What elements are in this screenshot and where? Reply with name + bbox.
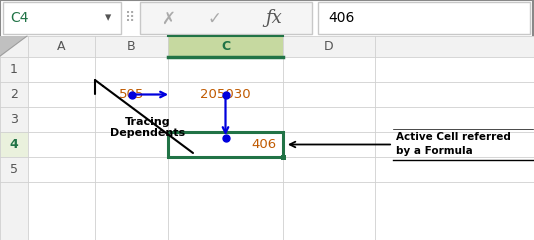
Text: Tracing
Dependents: Tracing Dependents — [111, 117, 185, 138]
Text: ▾: ▾ — [105, 12, 111, 24]
Text: ƒx: ƒx — [265, 9, 282, 27]
Text: B: B — [127, 40, 136, 53]
FancyBboxPatch shape — [0, 157, 28, 182]
Polygon shape — [0, 36, 28, 57]
FancyBboxPatch shape — [375, 36, 534, 57]
FancyBboxPatch shape — [0, 107, 28, 132]
Text: A: A — [57, 40, 66, 53]
Text: D: D — [324, 40, 334, 53]
FancyBboxPatch shape — [283, 36, 375, 57]
FancyBboxPatch shape — [0, 36, 28, 57]
Text: 205030: 205030 — [200, 88, 251, 101]
Text: ✗: ✗ — [161, 10, 175, 28]
FancyBboxPatch shape — [318, 2, 530, 34]
Text: 1: 1 — [10, 63, 18, 76]
FancyBboxPatch shape — [3, 2, 121, 34]
FancyBboxPatch shape — [0, 82, 28, 107]
Text: C4: C4 — [10, 11, 28, 25]
Text: by a Formula: by a Formula — [396, 146, 473, 156]
Text: C: C — [221, 40, 230, 53]
Text: ⠿: ⠿ — [125, 11, 135, 25]
FancyBboxPatch shape — [0, 182, 28, 240]
Text: 505: 505 — [119, 88, 144, 101]
Text: 406: 406 — [328, 11, 355, 25]
Text: 2: 2 — [10, 88, 18, 101]
Text: ✓: ✓ — [207, 10, 221, 28]
FancyBboxPatch shape — [0, 132, 28, 157]
Text: 4: 4 — [10, 138, 18, 151]
FancyBboxPatch shape — [168, 36, 283, 57]
FancyBboxPatch shape — [95, 36, 168, 57]
FancyBboxPatch shape — [28, 36, 95, 57]
Text: 5: 5 — [10, 163, 18, 176]
Text: Active Cell referred: Active Cell referred — [396, 132, 511, 143]
FancyBboxPatch shape — [0, 57, 28, 82]
Text: 3: 3 — [10, 113, 18, 126]
FancyBboxPatch shape — [140, 2, 312, 34]
FancyBboxPatch shape — [281, 155, 286, 160]
FancyBboxPatch shape — [0, 36, 534, 240]
Text: 406: 406 — [252, 138, 277, 151]
